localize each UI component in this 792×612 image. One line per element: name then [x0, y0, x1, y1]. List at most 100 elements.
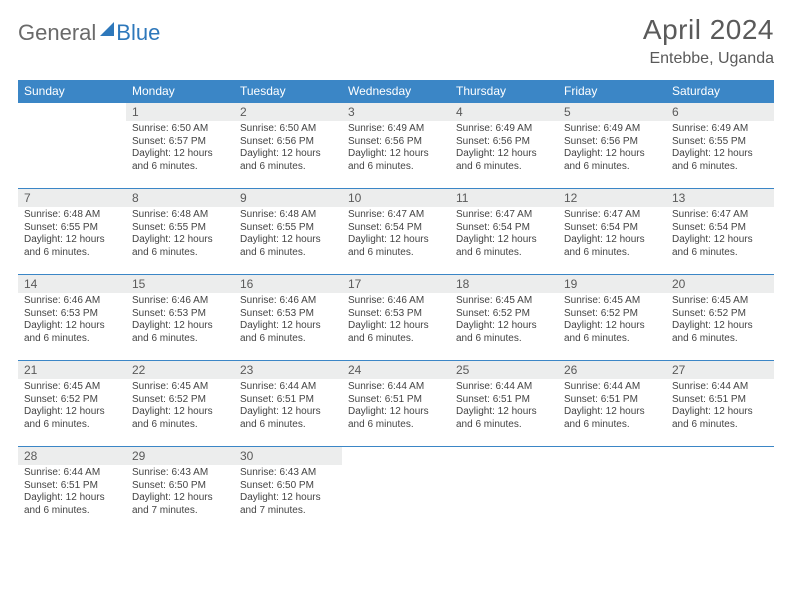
day-body: Sunrise: 6:50 AMSunset: 6:56 PMDaylight:… [234, 121, 342, 177]
calendar-cell: 13Sunrise: 6:47 AMSunset: 6:54 PMDayligh… [666, 189, 774, 275]
sunrise-text: Sunrise: 6:44 AM [564, 381, 660, 394]
sunrise-text: Sunrise: 6:46 AM [348, 295, 444, 308]
day-number: 20 [666, 275, 774, 293]
daylight-text: Daylight: 12 hours and 6 minutes. [348, 148, 444, 173]
day-number: 22 [126, 361, 234, 379]
calendar-cell: 20Sunrise: 6:45 AMSunset: 6:52 PMDayligh… [666, 275, 774, 361]
sunrise-text: Sunrise: 6:44 AM [240, 381, 336, 394]
day-body [342, 465, 450, 471]
sunset-text: Sunset: 6:56 PM [240, 136, 336, 149]
daylight-text: Daylight: 12 hours and 6 minutes. [348, 320, 444, 345]
day-number: 15 [126, 275, 234, 293]
daylight-text: Daylight: 12 hours and 6 minutes. [132, 148, 228, 173]
logo-triangle-icon [100, 22, 114, 36]
calendar-cell: 7Sunrise: 6:48 AMSunset: 6:55 PMDaylight… [18, 189, 126, 275]
calendar-cell: 19Sunrise: 6:45 AMSunset: 6:52 PMDayligh… [558, 275, 666, 361]
sunset-text: Sunset: 6:55 PM [24, 222, 120, 235]
daylight-text: Daylight: 12 hours and 6 minutes. [456, 320, 552, 345]
calendar-cell: 25Sunrise: 6:44 AMSunset: 6:51 PMDayligh… [450, 361, 558, 447]
logo-text-left: General [18, 20, 96, 46]
day-body [450, 465, 558, 471]
calendar-cell: 3Sunrise: 6:49 AMSunset: 6:56 PMDaylight… [342, 103, 450, 189]
sunrise-text: Sunrise: 6:50 AM [132, 123, 228, 136]
day-number: 18 [450, 275, 558, 293]
daylight-text: Daylight: 12 hours and 6 minutes. [564, 148, 660, 173]
calendar-cell [18, 103, 126, 189]
calendar-row: 21Sunrise: 6:45 AMSunset: 6:52 PMDayligh… [18, 361, 774, 447]
daylight-text: Daylight: 12 hours and 6 minutes. [564, 234, 660, 259]
day-body: Sunrise: 6:48 AMSunset: 6:55 PMDaylight:… [18, 207, 126, 263]
daylight-text: Daylight: 12 hours and 6 minutes. [348, 234, 444, 259]
sunrise-text: Sunrise: 6:48 AM [240, 209, 336, 222]
sunset-text: Sunset: 6:53 PM [132, 308, 228, 321]
calendar-cell: 5Sunrise: 6:49 AMSunset: 6:56 PMDaylight… [558, 103, 666, 189]
calendar-cell: 27Sunrise: 6:44 AMSunset: 6:51 PMDayligh… [666, 361, 774, 447]
sunset-text: Sunset: 6:52 PM [672, 308, 768, 321]
calendar-cell: 29Sunrise: 6:43 AMSunset: 6:50 PMDayligh… [126, 447, 234, 533]
sunrise-text: Sunrise: 6:46 AM [240, 295, 336, 308]
day-number: 17 [342, 275, 450, 293]
calendar-cell: 11Sunrise: 6:47 AMSunset: 6:54 PMDayligh… [450, 189, 558, 275]
daylight-text: Daylight: 12 hours and 6 minutes. [672, 406, 768, 431]
sunset-text: Sunset: 6:51 PM [456, 394, 552, 407]
day-number: 25 [450, 361, 558, 379]
calendar-row: 1Sunrise: 6:50 AMSunset: 6:57 PMDaylight… [18, 103, 774, 189]
weekday-header: Sunday [18, 80, 126, 103]
daylight-text: Daylight: 12 hours and 6 minutes. [672, 148, 768, 173]
day-number: 27 [666, 361, 774, 379]
daylight-text: Daylight: 12 hours and 6 minutes. [240, 234, 336, 259]
weekday-header: Wednesday [342, 80, 450, 103]
sunrise-text: Sunrise: 6:50 AM [240, 123, 336, 136]
day-number: 19 [558, 275, 666, 293]
day-number [18, 103, 126, 121]
sunrise-text: Sunrise: 6:49 AM [456, 123, 552, 136]
day-body: Sunrise: 6:43 AMSunset: 6:50 PMDaylight:… [234, 465, 342, 521]
day-body: Sunrise: 6:46 AMSunset: 6:53 PMDaylight:… [126, 293, 234, 349]
sunset-text: Sunset: 6:52 PM [132, 394, 228, 407]
day-number: 5 [558, 103, 666, 121]
sunrise-text: Sunrise: 6:44 AM [456, 381, 552, 394]
sunset-text: Sunset: 6:54 PM [456, 222, 552, 235]
day-body: Sunrise: 6:45 AMSunset: 6:52 PMDaylight:… [18, 379, 126, 435]
day-number: 12 [558, 189, 666, 207]
calendar-cell: 1Sunrise: 6:50 AMSunset: 6:57 PMDaylight… [126, 103, 234, 189]
sunrise-text: Sunrise: 6:47 AM [456, 209, 552, 222]
weekday-header: Monday [126, 80, 234, 103]
sunset-text: Sunset: 6:50 PM [240, 480, 336, 493]
day-body: Sunrise: 6:49 AMSunset: 6:56 PMDaylight:… [342, 121, 450, 177]
day-body: Sunrise: 6:44 AMSunset: 6:51 PMDaylight:… [450, 379, 558, 435]
day-body: Sunrise: 6:44 AMSunset: 6:51 PMDaylight:… [666, 379, 774, 435]
day-number [558, 447, 666, 465]
day-number: 14 [18, 275, 126, 293]
day-number: 29 [126, 447, 234, 465]
day-body: Sunrise: 6:47 AMSunset: 6:54 PMDaylight:… [666, 207, 774, 263]
sunset-text: Sunset: 6:53 PM [240, 308, 336, 321]
day-number: 8 [126, 189, 234, 207]
sunrise-text: Sunrise: 6:44 AM [24, 467, 120, 480]
calendar-cell: 9Sunrise: 6:48 AMSunset: 6:55 PMDaylight… [234, 189, 342, 275]
page-title: April 2024 [643, 14, 774, 46]
sunrise-text: Sunrise: 6:45 AM [564, 295, 660, 308]
calendar-cell [342, 447, 450, 533]
day-number: 21 [18, 361, 126, 379]
calendar-cell: 21Sunrise: 6:45 AMSunset: 6:52 PMDayligh… [18, 361, 126, 447]
sunrise-text: Sunrise: 6:47 AM [672, 209, 768, 222]
calendar-row: 7Sunrise: 6:48 AMSunset: 6:55 PMDaylight… [18, 189, 774, 275]
day-body: Sunrise: 6:45 AMSunset: 6:52 PMDaylight:… [558, 293, 666, 349]
header: General Blue April 2024 Entebbe, Uganda [18, 14, 774, 68]
calendar-cell [450, 447, 558, 533]
daylight-text: Daylight: 12 hours and 7 minutes. [240, 492, 336, 517]
sunrise-text: Sunrise: 6:47 AM [564, 209, 660, 222]
calendar-cell: 17Sunrise: 6:46 AMSunset: 6:53 PMDayligh… [342, 275, 450, 361]
day-number: 23 [234, 361, 342, 379]
day-body: Sunrise: 6:45 AMSunset: 6:52 PMDaylight:… [666, 293, 774, 349]
calendar-cell: 16Sunrise: 6:46 AMSunset: 6:53 PMDayligh… [234, 275, 342, 361]
sunset-text: Sunset: 6:56 PM [456, 136, 552, 149]
sunrise-text: Sunrise: 6:49 AM [564, 123, 660, 136]
sunset-text: Sunset: 6:56 PM [348, 136, 444, 149]
day-number: 4 [450, 103, 558, 121]
weekday-header-row: Sunday Monday Tuesday Wednesday Thursday… [18, 80, 774, 103]
day-number: 6 [666, 103, 774, 121]
daylight-text: Daylight: 12 hours and 6 minutes. [456, 148, 552, 173]
daylight-text: Daylight: 12 hours and 6 minutes. [672, 234, 768, 259]
